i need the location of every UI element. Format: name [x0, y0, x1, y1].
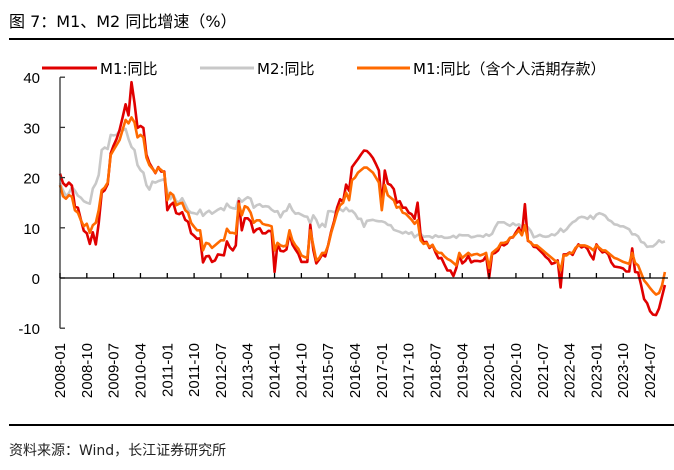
legend-label-1: M2:同比 [257, 60, 315, 78]
y-tick-label: 10 [23, 221, 40, 238]
figure-title: 图 7：M1、M2 同比增速（%） [9, 12, 237, 31]
legend-label-0: M1:同比 [100, 60, 158, 78]
top-rule [9, 38, 674, 40]
series-line-0 [58, 80, 667, 317]
x-tick-label: 2024-07 [642, 343, 659, 398]
x-tick-label: 2016-04 [347, 343, 364, 398]
y-tick-label: -10 [18, 321, 40, 338]
x-tick-label: 2021-07 [535, 343, 552, 398]
x-tick-label: 2008-10 [79, 343, 96, 398]
y-tick-label: 40 [23, 70, 40, 87]
x-tick-label: 2017-10 [401, 343, 418, 398]
x-tick-label: 2010-04 [132, 343, 149, 398]
x-tick-label: 2014-01 [267, 343, 284, 398]
x-tick-label: 2011-10 [186, 343, 203, 397]
x-tick-label: 2018-07 [427, 343, 444, 398]
x-tick-label: 2008-01 [52, 343, 69, 398]
x-tick-label: 2009-07 [106, 343, 123, 398]
bottom-rule [9, 424, 674, 426]
series-line-2 [58, 116, 667, 296]
x-tick-label: 2020-01 [481, 343, 498, 398]
x-tick-label: 2022-04 [562, 343, 579, 398]
x-tick-label: 2023-01 [588, 343, 605, 398]
x-tick-label: 2014-10 [293, 343, 310, 398]
x-tick-label: 2015-07 [320, 343, 337, 398]
y-tick-label: 30 [23, 120, 40, 137]
x-tick-label: 2013-04 [240, 343, 257, 398]
x-tick-label: 2020-10 [508, 343, 525, 398]
source-note: 资料来源：Wind，长江证券研究所 [9, 443, 227, 459]
x-tick-label: 2017-01 [374, 343, 391, 398]
x-tick-label: 2023-10 [615, 343, 632, 398]
series-line-1 [58, 127, 666, 249]
y-tick-label: 0 [32, 271, 40, 288]
x-tick-label: 2012-07 [213, 343, 230, 398]
legend-label-2: M1:同比（含个人活期存款） [413, 60, 606, 78]
y-tick-label: 20 [23, 171, 40, 188]
x-tick-label: 2011-01 [159, 343, 176, 397]
x-tick-label: 2019-04 [454, 343, 471, 398]
